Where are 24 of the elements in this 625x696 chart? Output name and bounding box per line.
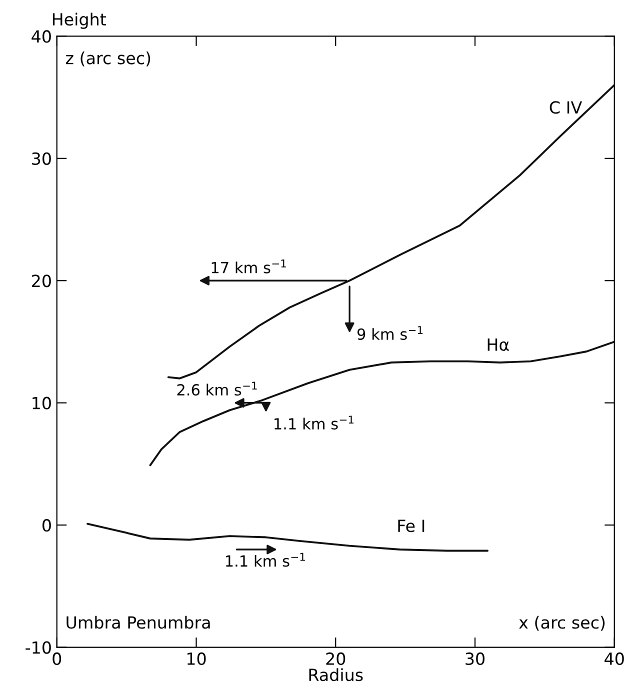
y-tick-label: 40: [32, 30, 51, 43]
series-label: Hα: [488, 338, 509, 351]
y-tick-label: 0: [42, 519, 51, 532]
annotation: Umbra Penumbra: [66, 616, 210, 629]
y-axis-title: Height: [52, 12, 106, 29]
annotation: x (arc sec): [519, 616, 605, 631]
y-tick-label: -10: [26, 641, 51, 654]
annotation: 1.1 km s$^{−1}$: [274, 416, 354, 430]
x-tick-label: 20: [326, 652, 346, 666]
annotation: 2.6 km s$^{−1}$: [177, 382, 257, 396]
series-label: C IV: [550, 101, 582, 114]
x-tick-label: 0: [52, 652, 62, 666]
annotation: 9 km s$^{−1}$: [357, 326, 423, 340]
y-tick-label: 10: [32, 396, 51, 410]
annotation: 17 km s$^{−1}$: [212, 260, 286, 274]
y-tick-label: 20: [32, 274, 51, 288]
x-tick-label: 40: [604, 652, 624, 666]
y-tick-label: 30: [32, 152, 51, 165]
series-label: Fe I: [398, 520, 424, 532]
x-tick-label: 30: [466, 652, 484, 666]
x-axis-title: Radius: [309, 668, 363, 682]
x-tick-label: 10: [187, 652, 206, 666]
annotation: z (arc sec): [66, 51, 150, 66]
annotation: 1.1 km s$^{−1}$: [226, 552, 305, 567]
